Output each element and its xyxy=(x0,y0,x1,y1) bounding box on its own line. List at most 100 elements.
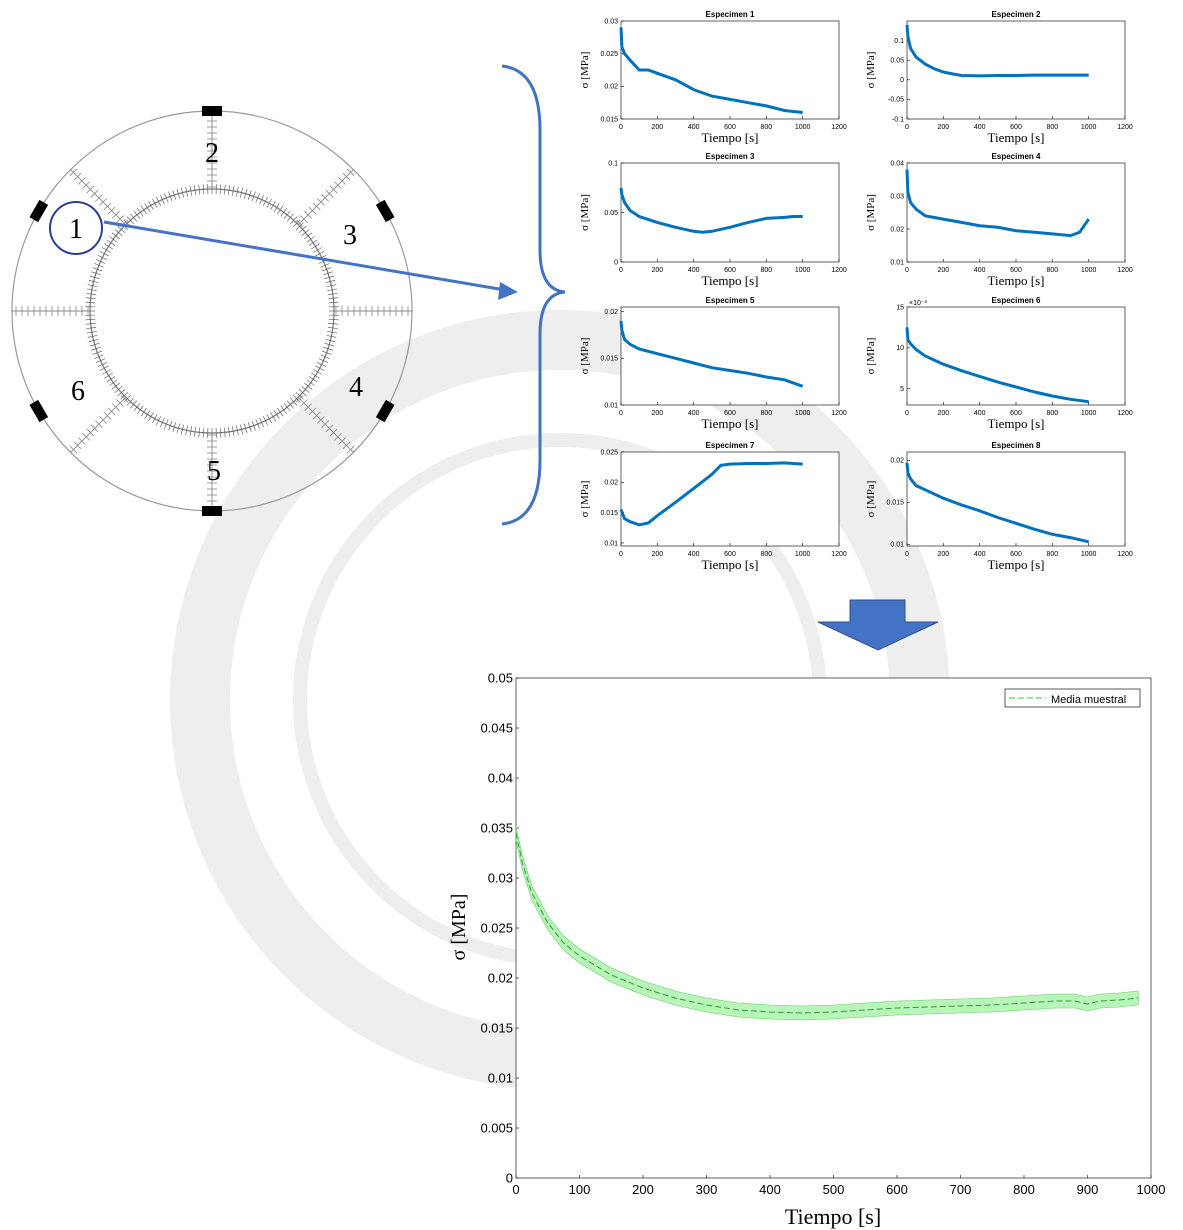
inner-tick xyxy=(298,225,307,233)
gauge-tick xyxy=(103,202,112,211)
sub5-frame xyxy=(620,306,840,406)
sub6-y-tick-label: 15 xyxy=(896,304,904,311)
inner-tick xyxy=(283,210,291,220)
sub7-y-tick-label: 0.015 xyxy=(600,510,618,517)
subplot-title: Especimen 3 xyxy=(706,152,755,161)
gauge-tick xyxy=(308,206,317,215)
main-y-tick-label: 0.045 xyxy=(480,720,513,735)
inner-tick xyxy=(235,186,239,197)
main-y-tick-label: 0.02 xyxy=(488,970,513,985)
inner-tick xyxy=(273,410,280,419)
subplot-y-label: σ [MPa] xyxy=(865,481,877,518)
sub7-x-tick-label: 400 xyxy=(688,551,700,558)
sub4-y-tick-label: 0.02 xyxy=(890,226,904,233)
sub7-x-tick-label: 600 xyxy=(724,551,736,558)
main-legend-label: Media muestral xyxy=(1051,694,1126,706)
sub2-x-tick-label: 800 xyxy=(1046,124,1058,131)
inner-tick xyxy=(315,365,325,371)
subplot-title: Especimen 5 xyxy=(706,296,755,305)
inner-tick xyxy=(117,389,126,397)
inner-tick xyxy=(286,213,294,222)
inner-tick xyxy=(87,284,98,288)
inner-tick xyxy=(247,190,252,200)
sub2-y-tick-label: 0 xyxy=(900,77,904,84)
specimen-line xyxy=(905,24,1089,78)
inner-tick xyxy=(198,427,201,438)
inner-tick xyxy=(185,425,189,436)
gauge-tick xyxy=(334,433,342,441)
gauge-tick xyxy=(112,211,120,219)
inner-tick xyxy=(325,338,336,343)
inner-tick xyxy=(251,191,256,202)
inner-tick xyxy=(87,334,98,338)
inner-tick xyxy=(193,185,197,196)
gauge-tick xyxy=(295,219,304,228)
gauge-tick xyxy=(99,198,107,206)
inner-tick xyxy=(89,342,100,347)
sub7-y-tick-label: 0.02 xyxy=(604,480,618,487)
sub6-x-tick-label: 1200 xyxy=(1117,410,1133,417)
sub1-x-tick-label: 400 xyxy=(688,124,700,131)
gauge-tick xyxy=(346,445,355,454)
inner-tick xyxy=(133,210,141,220)
main-x-tick-label: 100 xyxy=(569,1182,591,1197)
sub1-x-tick-label: 1200 xyxy=(831,124,847,131)
inner-tick xyxy=(94,354,104,359)
inner-tick xyxy=(243,188,248,199)
inner-tick xyxy=(130,213,138,222)
sub1-x-tick-label: 1000 xyxy=(795,124,811,131)
sub6-x-tick-label: 0 xyxy=(905,410,909,417)
ring-label-4: 4 xyxy=(349,372,363,403)
subplot-y-label: σ [MPa] xyxy=(579,52,591,89)
inner-tick xyxy=(92,350,103,355)
gauge-spoke xyxy=(70,396,127,453)
subplot-exponent: ×10⁻³ xyxy=(909,300,928,307)
specimen-subplots: 0 200 400 600 800 1000 12000.0150.020.0250.03E… xyxy=(579,10,1133,572)
sub5-x-tick-label: 400 xyxy=(688,410,700,417)
inner-tick xyxy=(270,200,276,210)
inner-tick xyxy=(117,225,126,233)
inner-tick xyxy=(328,297,339,300)
gauge-tick xyxy=(73,172,82,181)
gauge-tick xyxy=(317,198,325,206)
gauge-tick xyxy=(321,420,329,428)
sub4-x-tick-label: 1200 xyxy=(1117,267,1133,274)
inner-tick xyxy=(266,414,272,424)
subplot-x-label: Tiempo [s] xyxy=(988,416,1045,431)
sub3-x-tick-label: 400 xyxy=(688,267,700,274)
sub1-frame xyxy=(620,20,840,120)
inner-tick xyxy=(85,322,96,325)
subplot-especimen-8: 0 200 400 600 800 1000 1200 0.01 0.015 0.02 Especi… xyxy=(865,441,1133,572)
inner-tick xyxy=(160,417,165,428)
inner-tick xyxy=(89,275,100,280)
inner-tick xyxy=(97,361,107,367)
sub5-y-tick-label: 0.02 xyxy=(604,309,618,316)
gauge-tick xyxy=(338,437,346,445)
sub3-frame xyxy=(620,162,840,263)
mean-confidence-band xyxy=(515,825,1139,1021)
gauge-tick xyxy=(321,194,329,202)
sub7-x-tick-label: 1200 xyxy=(831,551,847,558)
sub7-y-tick-label: 0.025 xyxy=(600,449,618,456)
sensor-block-bottom xyxy=(202,506,222,516)
subplot-title: Especimen 1 xyxy=(706,10,755,19)
inner-tick xyxy=(185,186,189,197)
inner-tick xyxy=(160,194,165,205)
inner-tick xyxy=(231,185,235,196)
subplot-especimen-1: 0 200 400 600 800 1000 1200 0.015 0.02 0.025 0.03 E… xyxy=(579,10,847,145)
inner-tick xyxy=(231,426,235,437)
subplot-title: Especimen 8 xyxy=(992,441,1041,450)
inner-tick xyxy=(327,326,338,330)
sub3-x-tick-label: 600 xyxy=(724,267,736,274)
gauge-tick xyxy=(338,177,346,185)
sub5-x-tick-label: 1000 xyxy=(795,410,811,417)
sub5-x-tick-label: 0 xyxy=(619,410,623,417)
ring-label-1: 1 xyxy=(69,214,83,245)
gauge-tick xyxy=(312,202,321,211)
inner-tick xyxy=(328,301,339,304)
inner-tick xyxy=(321,267,332,272)
sub6-x-tick-label: 200 xyxy=(937,410,949,417)
sub2-y-tick-label: 0.05 xyxy=(890,58,904,65)
inner-tick xyxy=(239,187,244,198)
gauge-tick xyxy=(304,211,312,219)
